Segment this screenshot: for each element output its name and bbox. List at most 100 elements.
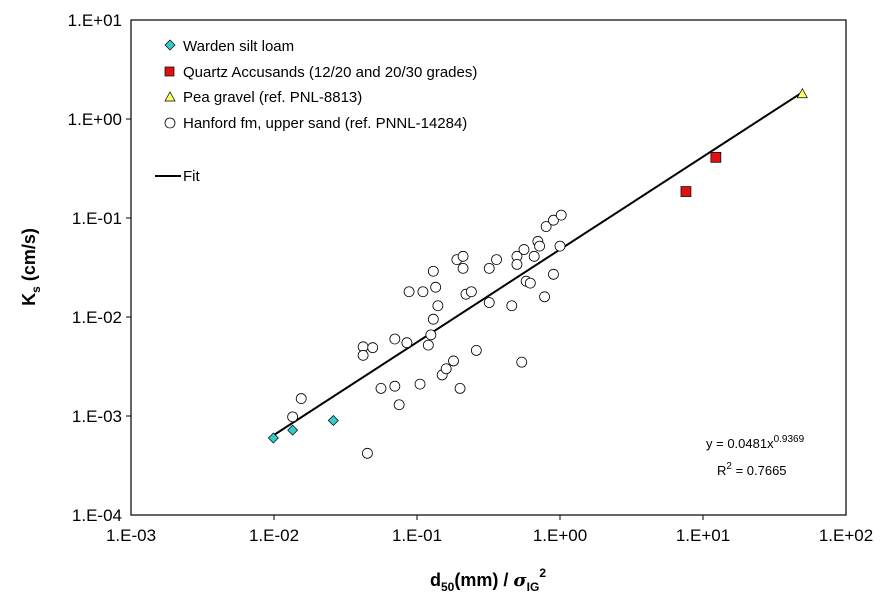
fit-line	[272, 91, 803, 437]
hanford-point	[425, 329, 437, 341]
hanford-point	[457, 250, 469, 262]
hanford-point	[454, 383, 466, 394]
legend-entry-warden: Warden silt loam	[164, 38, 294, 55]
legend-label-warden: Warden silt loam	[183, 38, 294, 55]
hanford-point	[524, 277, 536, 289]
data-points	[267, 88, 808, 459]
hanford-point	[432, 300, 444, 312]
legend-circle-marker	[164, 117, 176, 129]
warden-point	[327, 415, 339, 427]
x-title-mid: (mm) /	[454, 570, 513, 590]
x-tick-label: 1.E-01	[392, 526, 442, 545]
hanford-point	[528, 250, 540, 262]
x-title-sigma: σ	[513, 570, 527, 591]
y-axis-title: Ks (cm/s)	[19, 228, 43, 306]
legend-square-marker	[164, 66, 175, 77]
hanford-point	[540, 221, 552, 232]
y-title-rest: (cm/s)	[19, 228, 39, 286]
hanford-point	[362, 447, 373, 459]
hanford-point	[457, 262, 469, 274]
hanford-point	[506, 300, 518, 312]
hanford-point	[548, 214, 559, 226]
x-tick-label: 1.E+02	[819, 526, 873, 545]
fit-layer	[272, 91, 803, 437]
legend-diamond-marker	[164, 39, 176, 51]
quartz-point	[680, 186, 692, 197]
fit-equation: y = 0.0481x0.9369	[706, 434, 805, 451]
hanford-point	[389, 380, 401, 392]
hanford-point	[375, 383, 387, 394]
r-superscript: 2	[726, 461, 732, 472]
hanford-point	[554, 240, 566, 252]
legend: Warden silt loam Quartz Accusands (12/20…	[155, 38, 477, 185]
x-title-subIG: IG	[527, 580, 540, 594]
y-tick-label: 1.E+01	[68, 11, 122, 30]
y-title-sub: s	[29, 286, 43, 293]
hanford-point	[440, 363, 452, 375]
fit-annotation: y = 0.0481x0.9369 R2 = 0.7665	[706, 434, 805, 478]
hanford-point	[403, 286, 415, 298]
hanford-point	[518, 244, 530, 255]
x-title-d: d	[430, 570, 441, 590]
y-tick-label: 1.E-03	[72, 407, 122, 426]
y-tick-label: 1.E+00	[68, 110, 122, 129]
tick-labels: 1.E-03 1.E-02 1.E-01 1.E+00 1.E+01 1.E+02 1.E-…	[68, 11, 874, 545]
hanford-point	[483, 262, 495, 274]
fit-r-squared: R2 = 0.7665	[717, 461, 787, 478]
x-title-sup2: 2	[539, 566, 546, 580]
hanford-point	[389, 333, 401, 345]
hanford-point	[287, 411, 299, 423]
hanford-point	[511, 258, 523, 270]
hanford-point	[465, 286, 477, 298]
legend-label-quartz: Quartz Accusands (12/20 and 20/30 grades…	[183, 64, 477, 81]
hanford-point	[427, 313, 439, 325]
legend-triangle-marker	[164, 91, 176, 102]
hanford-point	[448, 355, 459, 367]
hanford-point	[430, 281, 442, 293]
x-title-sub50: 50	[441, 580, 455, 594]
legend-entry-fit: Fit	[155, 168, 200, 185]
x-tick-label: 1.E-02	[249, 526, 299, 545]
hanford-point	[422, 339, 434, 351]
hanford-point	[414, 378, 426, 390]
r-letter: R	[717, 463, 726, 478]
x-tick-label: 1.E+00	[533, 526, 587, 545]
hanford-point	[491, 254, 502, 266]
fit-equation-base: y = 0.0481x	[706, 436, 774, 451]
hanford-point	[295, 393, 307, 404]
legend-label-hanford: Hanford fm, upper sand (ref. PNNL-14284)	[183, 115, 467, 132]
hanford-point	[427, 265, 439, 277]
hanford-point	[548, 268, 559, 280]
hanford-point	[483, 297, 495, 308]
x-axis-title: d50(mm) / σIG2	[430, 566, 546, 594]
plot-area-frame	[130, 19, 847, 516]
y-tick-label: 1.E-01	[72, 209, 122, 228]
hanford-point	[417, 286, 429, 298]
hanford-point	[539, 291, 550, 303]
hanford-point	[555, 209, 567, 221]
x-tick-label: 1.E+01	[676, 526, 730, 545]
y-tick-label: 1.E-02	[72, 308, 122, 327]
legend-entry-hanford: Hanford fm, upper sand (ref. PNNL-14284)	[164, 115, 467, 132]
r-squared-value: = 0.7665	[732, 463, 787, 478]
hanford-point	[393, 399, 405, 411]
hanford-point	[516, 356, 528, 368]
legend-entry-pea-gravel: Pea gravel (ref. PNL-8813)	[164, 89, 362, 106]
legend-entry-quartz: Quartz Accusands (12/20 and 20/30 grades…	[164, 64, 477, 81]
quartz-point	[710, 151, 722, 163]
warden-point	[287, 424, 299, 436]
hanford-point	[470, 344, 482, 356]
hanford-point	[367, 342, 379, 354]
pea-gravel-point	[796, 88, 808, 99]
y-title-k: K	[19, 293, 39, 306]
hanford-point	[401, 337, 413, 349]
hanford-point	[357, 349, 369, 361]
fit-equation-power: 0.9369	[774, 434, 805, 445]
tick-marks	[126, 118, 704, 520]
y-tick-label: 1.E-04	[72, 506, 122, 525]
legend-label-pea-gravel: Pea gravel (ref. PNL-8813)	[183, 89, 362, 106]
legend-label-fit: Fit	[183, 168, 200, 185]
warden-point	[267, 432, 279, 444]
hanford-point	[534, 240, 545, 252]
